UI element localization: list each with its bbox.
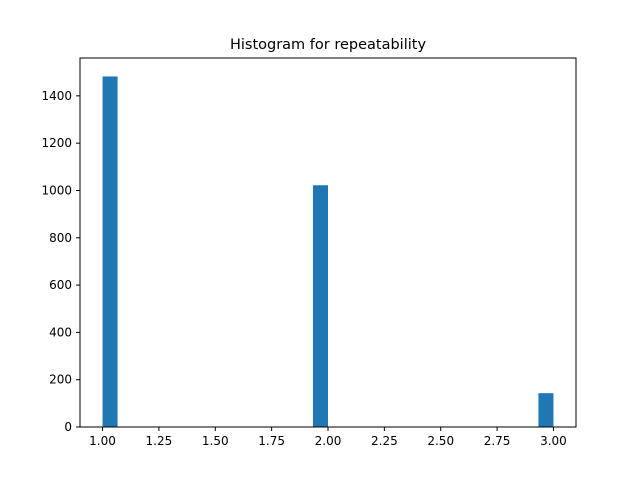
y-axis-ticks: 0 200 400 600 800 1000 1200 1400 xyxy=(41,89,80,434)
x-tick-label: 1.25 xyxy=(146,434,173,448)
x-tick-label: 2.00 xyxy=(315,434,342,448)
x-tick-label: 2.50 xyxy=(427,434,454,448)
y-tick-label: 600 xyxy=(49,278,72,292)
y-tick-label: 1400 xyxy=(41,89,72,103)
bars-group xyxy=(102,76,554,427)
histogram-bar-2 xyxy=(312,185,328,427)
x-tick-label: 1.00 xyxy=(89,434,116,448)
x-tick-label: 2.75 xyxy=(484,434,511,448)
y-tick-label: 800 xyxy=(49,231,72,245)
x-axis-ticks: 1.00 1.25 1.50 1.75 2.00 2.25 2.50 2.75 3.00 xyxy=(89,427,567,448)
histogram-bar-1 xyxy=(102,76,118,427)
y-tick-label: 400 xyxy=(49,325,72,339)
x-tick-label: 2.25 xyxy=(371,434,398,448)
y-tick-label: 0 xyxy=(64,420,72,434)
y-tick-label: 1200 xyxy=(41,136,72,150)
x-tick-label: 1.75 xyxy=(258,434,285,448)
y-tick-label: 1000 xyxy=(41,183,72,197)
y-tick-label: 200 xyxy=(49,373,72,387)
plot-area-frame xyxy=(79,57,577,428)
chart-title: Histogram for repeatability xyxy=(230,37,426,53)
histogram-bar-3 xyxy=(538,393,554,427)
x-tick-label: 3.00 xyxy=(540,434,567,448)
x-tick-label: 1.50 xyxy=(202,434,229,448)
